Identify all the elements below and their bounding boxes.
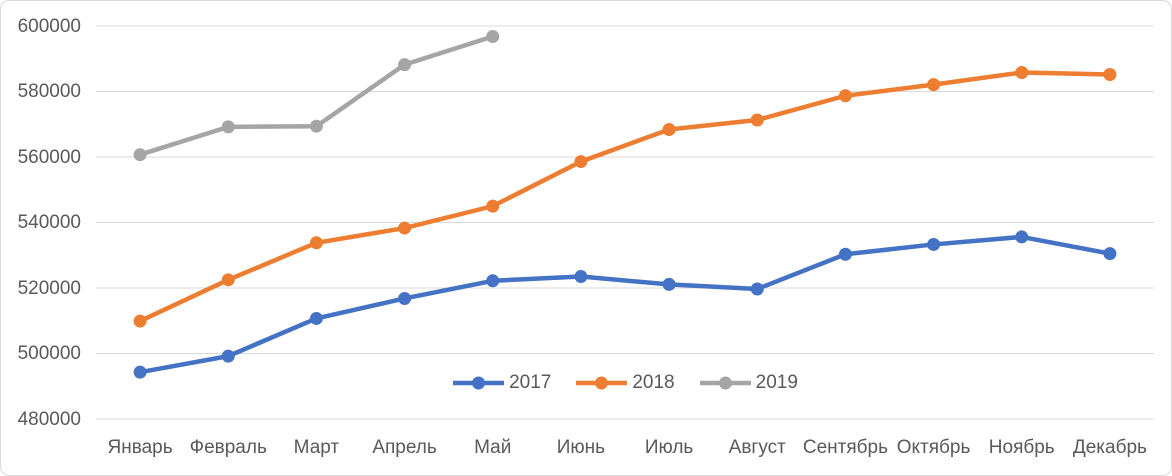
legend-marker-icon [699, 376, 751, 390]
data-point-2019 [133, 148, 147, 162]
data-point-2017 [398, 291, 412, 305]
series-layer [133, 29, 1117, 379]
data-point-2018 [221, 273, 235, 287]
legend-item-2019: 2019 [699, 372, 798, 394]
data-point-2018 [1103, 67, 1117, 81]
data-point-2017 [574, 270, 588, 284]
data-point-2017 [221, 349, 235, 363]
data-point-2017 [1015, 230, 1029, 244]
x-tick-label: Февраль [189, 437, 267, 458]
data-point-2018 [309, 236, 323, 250]
x-tick-label: Ноябрь [988, 437, 1055, 458]
data-point-2019 [309, 119, 323, 133]
data-point-2018 [662, 122, 676, 136]
data-point-2018 [1015, 66, 1029, 80]
series-line-2018 [137, 70, 1113, 324]
x-tick-label: Декабрь [1072, 437, 1147, 458]
x-tick-label: Апрель [372, 437, 437, 458]
x-tick-label: Сентябрь [802, 437, 888, 458]
data-point-2019 [486, 29, 500, 43]
data-point-2018 [574, 155, 588, 169]
y-tick-label: 600000 [17, 15, 81, 37]
y-tick-label: 580000 [17, 81, 81, 102]
data-point-2017 [838, 247, 852, 261]
data-point-2018 [133, 314, 147, 328]
legend: 2017 2018 2019 [96, 372, 1154, 394]
y-tick-label: 500000 [17, 343, 81, 364]
legend-item-2018: 2018 [575, 372, 675, 394]
data-point-2017 [750, 282, 764, 296]
x-tick-label: Июнь [556, 437, 606, 458]
x-tick-label: Октябрь [896, 437, 971, 458]
gridlines [96, 25, 1154, 420]
x-tick-label: Март [293, 437, 340, 458]
data-point-2017 [662, 277, 676, 291]
x-tick-label: Июль [644, 437, 694, 458]
x-tick-label: Август [728, 437, 786, 458]
legend-marker-icon [576, 376, 628, 390]
data-point-2018 [927, 78, 941, 92]
y-tick-label: 560000 [17, 146, 81, 168]
x-tick-label: Май [474, 437, 512, 458]
data-point-2017 [309, 311, 323, 325]
legend-label: 2019 [755, 372, 798, 393]
data-point-2019 [221, 120, 235, 134]
data-point-2017 [133, 365, 147, 379]
series-line-2019 [137, 34, 495, 157]
y-tick-label: 540000 [17, 212, 81, 233]
data-point-2017 [486, 274, 500, 288]
data-point-2017 [1103, 247, 1117, 261]
y-tick-label: 480000 [17, 408, 81, 430]
y-tick-label: 520000 [17, 277, 81, 299]
series-line-2017 [137, 234, 1113, 375]
data-point-2018 [486, 199, 500, 213]
legend-label: 2017 [509, 372, 552, 393]
legend-item-2017: 2017 [452, 372, 551, 394]
legend-label: 2018 [632, 372, 675, 393]
data-point-2017 [927, 237, 941, 251]
data-point-2019 [398, 58, 412, 72]
data-point-2018 [750, 113, 764, 127]
data-point-2018 [838, 89, 852, 103]
x-tick-label: Январь [107, 437, 173, 458]
data-point-2018 [398, 221, 412, 235]
legend-marker-icon [453, 376, 505, 390]
